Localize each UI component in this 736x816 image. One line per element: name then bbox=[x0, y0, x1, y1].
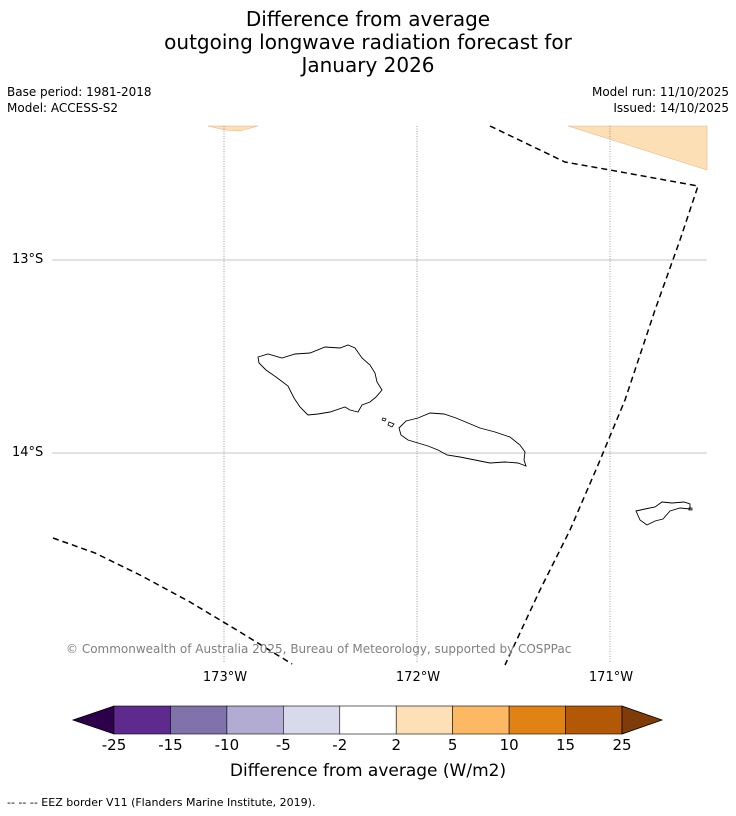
colorbar-label: Difference from average (W/m2) bbox=[229, 761, 507, 781]
lat-label-14s: 14°S bbox=[12, 445, 44, 460]
map-title: Difference from average outgoing longwav… bbox=[0, 8, 736, 77]
savaii-island bbox=[257, 344, 383, 416]
colorbar-segment bbox=[395, 705, 453, 735]
colorbar-tick-label: -2 bbox=[332, 736, 348, 754]
anomaly-shading-left bbox=[207, 125, 259, 132]
colorbar-tick-label: 15 bbox=[556, 736, 576, 754]
title-line-1: Difference from average bbox=[245, 7, 491, 31]
lon-label-171w: 171°W bbox=[588, 670, 634, 685]
colorbar-tick-label: 2 bbox=[391, 736, 401, 754]
model-run: Model run: 11/10/2025 bbox=[591, 85, 729, 99]
colorbar bbox=[71, 705, 664, 735]
eez-border-southwest bbox=[52, 537, 293, 665]
meta-left: Base period: 1981-2018 Model: ACCESS-S2 bbox=[7, 84, 152, 116]
lon-label-172w: 172°W bbox=[395, 670, 441, 685]
issued-date: Issued: 14/10/2025 bbox=[613, 101, 729, 115]
eez-footnote: -- -- -- EEZ border V11 (Flanders Marine… bbox=[7, 796, 316, 809]
colorbar-segment bbox=[508, 705, 566, 735]
apolima-islet bbox=[387, 421, 395, 428]
colorbar-tick-label: -5 bbox=[275, 736, 291, 754]
title-line-3: January 2026 bbox=[301, 53, 435, 77]
anomaly-shading-right bbox=[567, 125, 708, 171]
map-panel bbox=[52, 125, 708, 666]
colorbar-tick-label: -25 bbox=[101, 736, 127, 754]
colorbar-extend-low bbox=[71, 705, 115, 735]
colorbar-tick-label: 10 bbox=[499, 736, 519, 754]
model-name: Model: ACCESS-S2 bbox=[7, 101, 119, 115]
colorbar-tick-label: -15 bbox=[158, 736, 183, 754]
colorbar-segment bbox=[339, 705, 397, 735]
copyright-notice: © Commonwealth of Australia 2025, Bureau… bbox=[66, 642, 572, 656]
tutuila-island bbox=[635, 501, 691, 526]
manono-islet bbox=[381, 417, 387, 422]
colorbar-segment bbox=[452, 705, 510, 735]
colorbar-segment bbox=[283, 705, 341, 735]
colorbar-segment bbox=[226, 705, 284, 735]
colorbar-tick-label: 25 bbox=[612, 736, 632, 754]
colorbar-tick-label: -10 bbox=[214, 736, 240, 754]
colorbar-extend-high bbox=[621, 705, 664, 735]
upolu-island bbox=[398, 412, 527, 467]
lon-label-173w: 173°W bbox=[202, 670, 248, 685]
colorbar-segment bbox=[170, 705, 228, 735]
aunuu-islet bbox=[688, 507, 693, 511]
colorbar-segment bbox=[565, 705, 623, 735]
lat-label-13s: 13°S bbox=[12, 252, 44, 267]
title-line-2: outgoing longwave radiation forecast for bbox=[164, 30, 572, 54]
meta-right: Model run: 11/10/2025 Issued: 14/10/2025 bbox=[592, 84, 729, 116]
base-period: Base period: 1981-2018 bbox=[7, 85, 152, 99]
colorbar-segment bbox=[113, 705, 171, 735]
colorbar-tick-label: 5 bbox=[447, 736, 458, 754]
eez-border-north bbox=[489, 125, 699, 666]
